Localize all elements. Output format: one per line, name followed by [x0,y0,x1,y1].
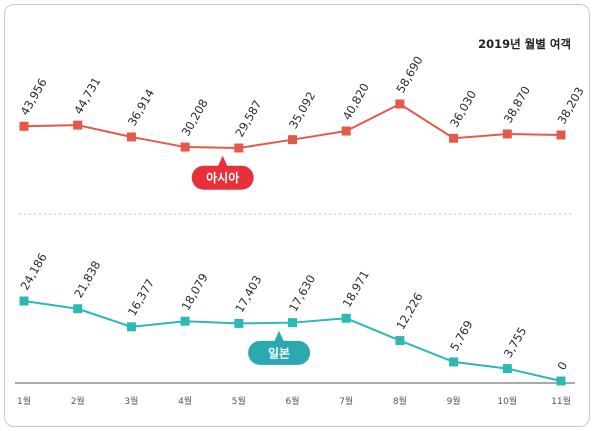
data-point [449,133,459,143]
x-tick-label: 4월 [178,395,192,407]
data-label: 3,755 [501,325,530,361]
data-label: 30,208 [179,97,211,139]
data-point [395,99,405,109]
data-point [234,143,244,153]
badge-pointer [274,330,285,342]
data-point [19,296,29,306]
x-tick-label: 11월 [551,395,571,407]
data-point [234,318,244,328]
x-tick-label: 1월 [17,395,31,407]
data-point [395,336,405,346]
data-label: 58,690 [393,54,425,96]
data-label: 17,630 [286,272,318,314]
x-tick-label: 3월 [124,395,138,407]
series-name-label: 일본 [268,346,290,360]
series-badge: 아시아 [191,155,254,190]
data-point [556,376,566,386]
data-label: 18,971 [340,268,372,310]
data-point [341,126,351,136]
series-asia: 43,956 44,731 36,914 30,208 29,587 35,092 40,8… [17,54,587,153]
data-point [502,129,512,139]
x-tick-label: 5월 [232,395,246,407]
data-label: 29,587 [232,98,264,140]
badge-pill [248,340,311,365]
data-label: 21,838 [71,258,103,300]
data-point [502,364,512,374]
data-label: 0 [554,359,570,372]
data-point [180,316,190,326]
x-tick-label: 6월 [285,395,299,407]
data-label: 40,820 [340,81,372,123]
data-point [341,313,351,323]
data-point [19,121,29,131]
x-tick-label: 10월 [497,395,517,407]
data-point [288,135,297,145]
data-label: 12,226 [393,290,425,332]
data-label: 43,956 [17,76,49,118]
data-point [73,120,83,130]
x-tick-label: 8월 [393,395,407,407]
x-tick-label: 7월 [339,395,353,407]
data-label: 44,731 [71,75,103,117]
data-label: 38,870 [501,84,533,126]
data-label: 18,079 [179,271,211,313]
data-point [556,130,566,140]
data-point [126,132,136,142]
data-label: 24,186 [17,251,49,293]
data-label: 5,769 [447,318,476,354]
series-badge: 일본 [248,330,311,365]
data-point [126,322,136,332]
series-japan: 24,186 21,838 16,377 18,079 17,403 17,630 18,9… [17,251,570,386]
data-point [73,304,83,314]
series-name-label: 아시아 [206,170,239,185]
data-point [449,357,459,367]
chart-title: 2019년 월별 여객 [478,37,571,51]
data-label: 17,403 [232,273,264,315]
badge-pill [191,165,254,190]
chart-frame: 2019년 월별 여객 1월 2월 3월 4월 5월 6월 7월 8월 9월 10월 11월 43,… [4,4,590,427]
chart-canvas: 2019년 월별 여객 1월 2월 3월 4월 5월 6월 7월 8월 9월 10월 11월 43,… [15,37,587,407]
data-point [288,318,297,328]
data-label: 38,203 [554,85,586,127]
data-label: 16,377 [125,276,157,318]
data-label: 36,030 [447,88,479,130]
badge-pointer [217,155,228,167]
x-tick-label: 2월 [71,395,85,407]
x-tick-label: 9월 [447,395,461,407]
data-label: 36,914 [125,87,157,129]
data-point [180,142,190,152]
data-label: 35,092 [286,89,318,131]
